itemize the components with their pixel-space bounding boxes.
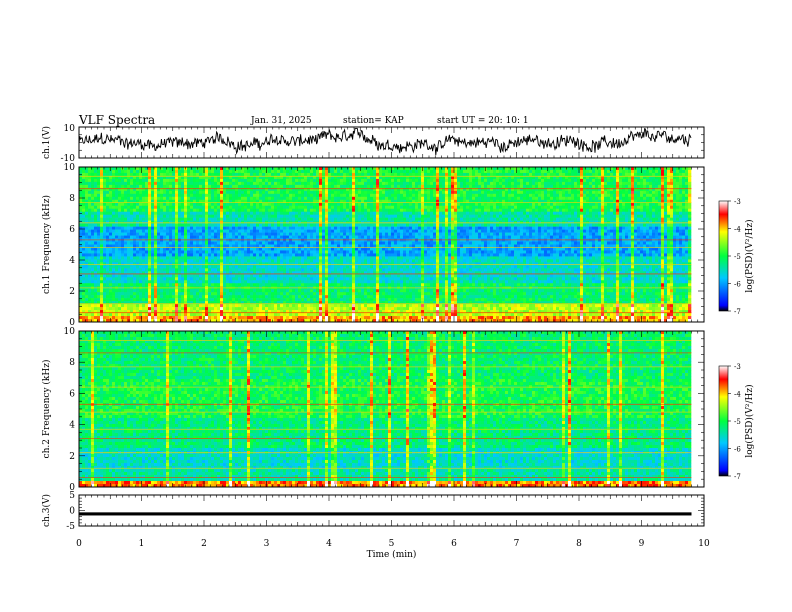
cbar1-tick-label-0: -3 (734, 198, 741, 206)
xtick-label-4: 4 (326, 539, 332, 549)
cbar1-label: log(PSD)(V²/Hz) (744, 219, 755, 292)
ch3-x-ticks (79, 495, 704, 526)
ch1-ylabel: ch.1(V) (41, 126, 52, 159)
cbar2-label: log(PSD)(V²/Hz) (744, 384, 755, 457)
xtick-label-8: 8 (576, 539, 582, 549)
ytick-label-p2-1: 2 (69, 452, 75, 462)
ytick-label-p2-2: 4 (69, 421, 75, 431)
xtick-label-1: 1 (139, 539, 145, 549)
xtick-label-9: 9 (639, 539, 645, 549)
vlf-figure: 10-10ch.1(V)0246810ch.1 Frequency (kHz) -… (0, 0, 792, 612)
ch1-spectrogram (79, 167, 692, 322)
cbar2-tick-label-2: -5 (734, 418, 741, 426)
cbar1-tick-label-4: -7 (734, 308, 741, 316)
ytick-label-p3-2: -5 (66, 522, 75, 532)
cbar2-tick-label-4: -7 (734, 473, 741, 481)
ytick-label-p2-4: 8 (69, 358, 75, 368)
ch1-spec-ylabel: ch.1 Frequency (kHz) (41, 195, 52, 294)
cbar2-tick-label-3: -6 (734, 446, 741, 454)
cbar1-tick-label-2: -5 (734, 253, 741, 261)
ch1-ytick-max: 10 (64, 124, 76, 134)
ch2-colorbar (719, 366, 728, 476)
xtick-label-2: 2 (201, 539, 207, 549)
xtick-label-10: 10 (698, 539, 710, 549)
ch3-ylabel: ch.3(V) (41, 494, 52, 527)
cbar1-tick-label-1: -4 (734, 226, 741, 234)
ch2-spectrogram (79, 331, 692, 487)
ytick-label-p2-3: 6 (69, 389, 75, 399)
xtick-label-6: 6 (451, 539, 457, 549)
ytick-label-p1-4: 8 (69, 194, 75, 204)
ch3-trace (79, 512, 692, 515)
xtick-label-3: 3 (264, 539, 270, 549)
ch2-spec-ylabel: ch.2 Frequency (kHz) (41, 360, 52, 459)
ytick-label-p1-2: 4 (69, 256, 75, 266)
ch1-colorbar (719, 201, 728, 311)
cbar1-tick-label-3: -6 (734, 281, 741, 289)
xtick-label-7: 7 (514, 539, 520, 549)
ytick-label-p1-3: 6 (69, 225, 75, 235)
cbar2-tick-label-0: -3 (734, 363, 741, 371)
xtick-label-0: 0 (76, 539, 82, 549)
ytick-label-p1-1: 2 (69, 287, 75, 297)
ytick-label-p1-5: 10 (64, 163, 76, 173)
ytick-label-p3-1: 0 (69, 507, 75, 517)
cbar2-tick-label-1: -4 (734, 391, 741, 399)
ytick-label-p3-0: 5 (69, 491, 75, 501)
xtick-label-5: 5 (389, 539, 395, 549)
ytick-label-p2-5: 10 (64, 327, 76, 337)
x-axis-label: Time (min) (367, 549, 417, 560)
ch1-trace (79, 129, 691, 156)
